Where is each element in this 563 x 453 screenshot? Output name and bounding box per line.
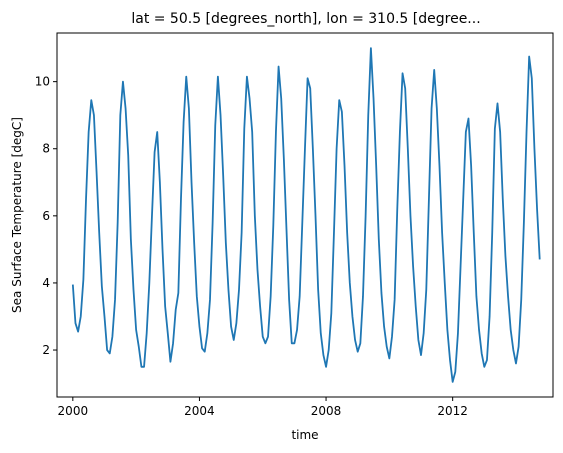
y-axis: 2 4 6 8 10 [35, 75, 57, 357]
plot-frame [56, 32, 554, 398]
x-tick-label: 2012 [437, 404, 468, 418]
x-tick-label: 2004 [184, 404, 215, 418]
plot-area [71, 47, 541, 383]
y-axis-label: Sea Surface Temperature [degC] [10, 117, 24, 313]
x-tick-label: 2008 [311, 404, 342, 418]
y-tick-label: 8 [42, 142, 50, 156]
x-axis: 2000 2004 2008 2012 [58, 397, 468, 418]
x-axis-label: time [291, 428, 318, 442]
x-tick-label: 2000 [58, 404, 89, 418]
chart-title: lat = 50.5 [degrees_north], lon = 310.5 … [131, 11, 480, 27]
y-tick-label: 6 [42, 209, 50, 223]
y-tick-label: 2 [42, 343, 50, 357]
sst-series-line-0 [71, 47, 541, 383]
y-tick-label: 10 [35, 75, 50, 89]
y-tick-label: 4 [42, 276, 50, 290]
